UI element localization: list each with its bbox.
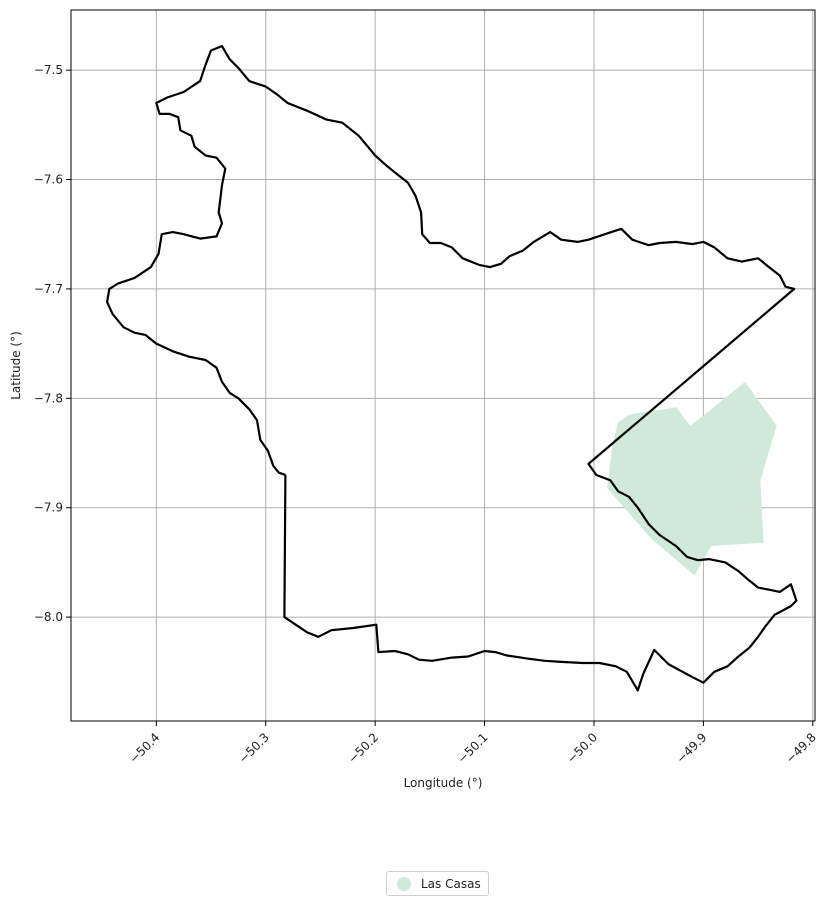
x-tick-label: −50.0 bbox=[564, 730, 600, 766]
x-tick-label: −50.4 bbox=[127, 730, 163, 766]
x-axis-label: Longitude (°) bbox=[404, 776, 483, 790]
y-axis-label: Latitude (°) bbox=[9, 331, 23, 400]
x-tick-label: −50.3 bbox=[236, 730, 272, 766]
area-layer bbox=[607, 381, 777, 576]
x-tick-label: −50.1 bbox=[455, 730, 491, 766]
y-tick-label: −7.7 bbox=[34, 282, 63, 296]
x-tick-label: −49.9 bbox=[674, 730, 710, 766]
y-tick-label: −7.5 bbox=[34, 63, 63, 77]
x-axis-ticks: −50.4 −50.3 −50.2 −50.1 −50.0 −49.9 −49.8 bbox=[127, 721, 819, 766]
municipality-boundary bbox=[105, 44, 798, 692]
y-tick-label: −8.0 bbox=[34, 610, 63, 624]
area-polygon-las-casas bbox=[607, 381, 777, 576]
plot-frame bbox=[70, 9, 816, 722]
legend-label-las-casas: Las Casas bbox=[421, 876, 481, 891]
legend-swatch-las-casas bbox=[397, 876, 411, 891]
legend: Las Casas bbox=[386, 871, 489, 896]
y-tick-label: −7.8 bbox=[34, 391, 63, 405]
y-axis-ticks: −7.5 −7.6 −7.7 −7.8 −7.9 −8.0 bbox=[34, 63, 71, 624]
x-tick-label: −49.8 bbox=[783, 730, 819, 766]
y-tick-label: −7.9 bbox=[34, 501, 63, 515]
boundary-layer bbox=[105, 44, 798, 692]
y-tick-label: −7.6 bbox=[34, 173, 63, 187]
x-tick-label: −50.2 bbox=[345, 730, 381, 766]
